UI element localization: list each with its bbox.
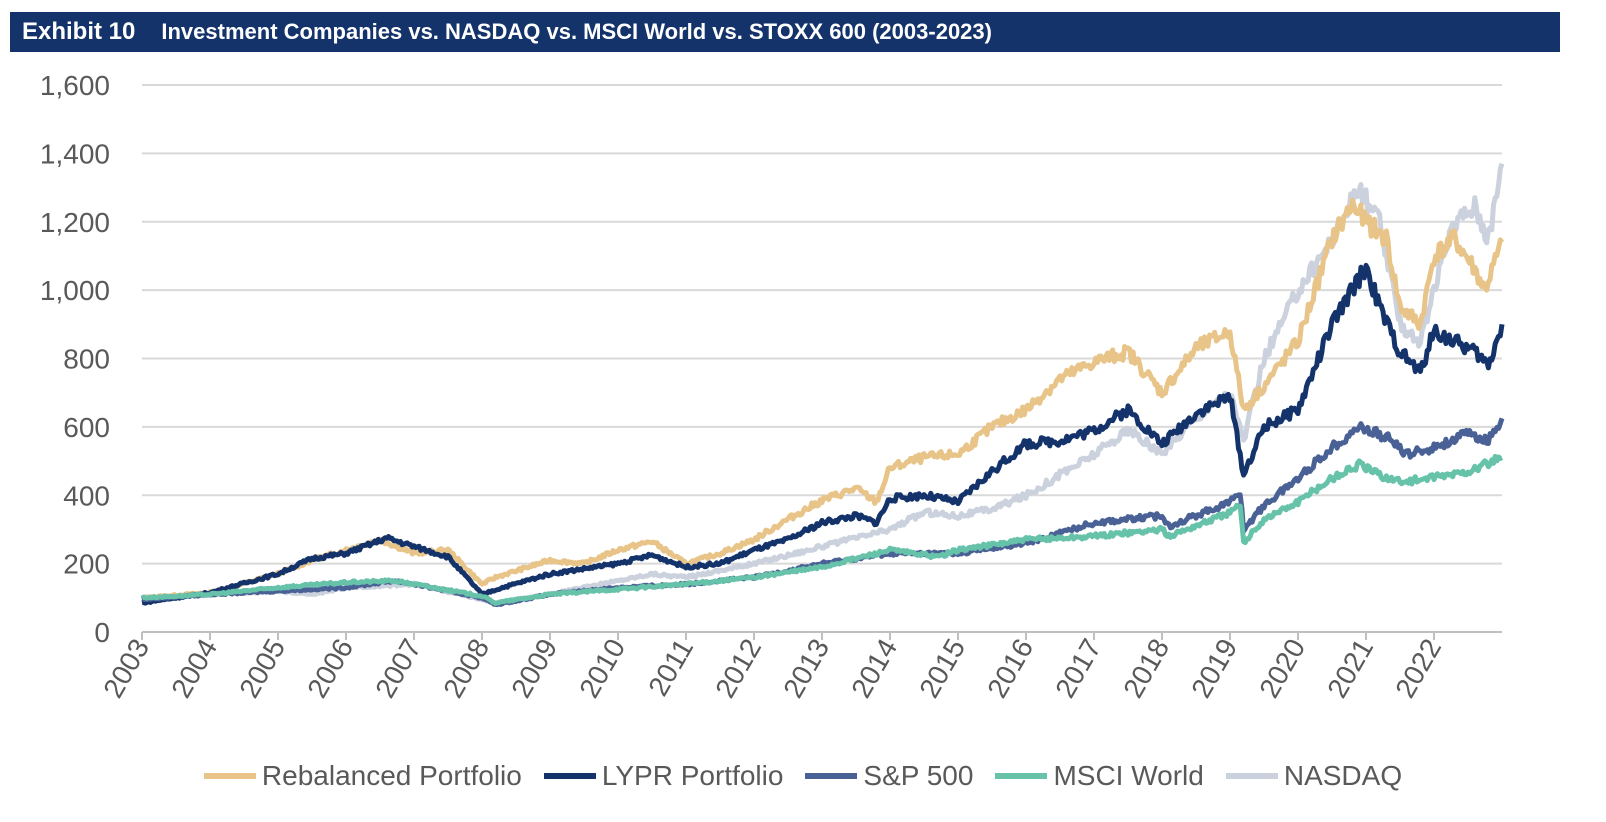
legend-item: S&P 500	[805, 760, 973, 792]
x-tick-label: 2013	[777, 634, 835, 703]
x-tick-label: 2018	[1117, 634, 1175, 703]
x-tick-label: 2005	[233, 634, 291, 703]
exhibit-number: Exhibit 10	[22, 18, 136, 45]
legend-label: S&P 500	[863, 760, 974, 791]
x-tick-label: 2012	[709, 634, 767, 703]
x-tick-label: 2010	[573, 634, 631, 703]
legend-label: NASDAQ	[1283, 760, 1403, 791]
series-line-lypr-portfolio	[141, 262, 1505, 606]
x-tick-label: 2007	[369, 634, 427, 703]
y-tick-label: 600	[63, 412, 110, 443]
legend-item: LYPR Portfolio	[543, 760, 784, 792]
legend-item: NASDAQ	[1225, 760, 1403, 792]
legend-swatch	[805, 773, 858, 779]
x-tick-label: 2017	[1049, 634, 1107, 703]
x-tick-label: 2006	[301, 634, 359, 703]
x-tick-label: 2008	[437, 634, 495, 703]
exhibit-header: Exhibit 10 Investment Companies vs. NASD…	[10, 12, 1560, 52]
legend-swatch	[203, 773, 256, 779]
y-tick-label: 1,400	[40, 138, 110, 169]
x-tick-label: 2021	[1321, 634, 1379, 703]
chart-legend: Rebalanced Portfolio LYPR Portfolio S&P 50…	[0, 760, 1606, 792]
y-tick-label: 400	[63, 480, 110, 511]
chart-title: Investment Companies vs. NASDAQ vs. MSCI…	[161, 19, 992, 44]
x-tick-label: 2004	[165, 634, 223, 703]
legend-label: Rebalanced Portfolio	[261, 760, 522, 791]
legend-swatch	[543, 773, 596, 779]
x-tick-label: 2011	[642, 634, 699, 702]
y-tick-label: 0	[94, 617, 110, 648]
legend-item: Rebalanced Portfolio	[203, 760, 522, 792]
legend-label: LYPR Portfolio	[601, 760, 784, 791]
x-tick-label: 2020	[1253, 634, 1311, 703]
x-tick-label: 2022	[1389, 634, 1447, 703]
legend-label: MSCI World	[1053, 760, 1204, 791]
x-tick-label: 2019	[1185, 634, 1243, 703]
x-tick-label: 2016	[981, 634, 1039, 703]
y-tick-label: 800	[63, 344, 110, 375]
legend-swatch	[1225, 773, 1278, 779]
series-line-s-p-500	[141, 417, 1505, 608]
legend-item: MSCI World	[995, 760, 1204, 792]
x-tick-label: 2009	[505, 634, 563, 703]
x-tick-label: 2015	[913, 634, 971, 703]
series-line-nasdaq	[140, 162, 1505, 606]
series-line-rebalanced-portfolio	[141, 197, 1505, 601]
y-tick-label: 200	[63, 549, 110, 580]
x-tick-label: 2014	[845, 634, 903, 703]
legend-swatch	[995, 773, 1048, 779]
y-tick-label: 1,200	[40, 207, 110, 238]
series-line-msci-world	[140, 453, 1504, 606]
y-tick-label: 1,600	[40, 70, 110, 101]
y-tick-label: 1,000	[40, 275, 110, 306]
